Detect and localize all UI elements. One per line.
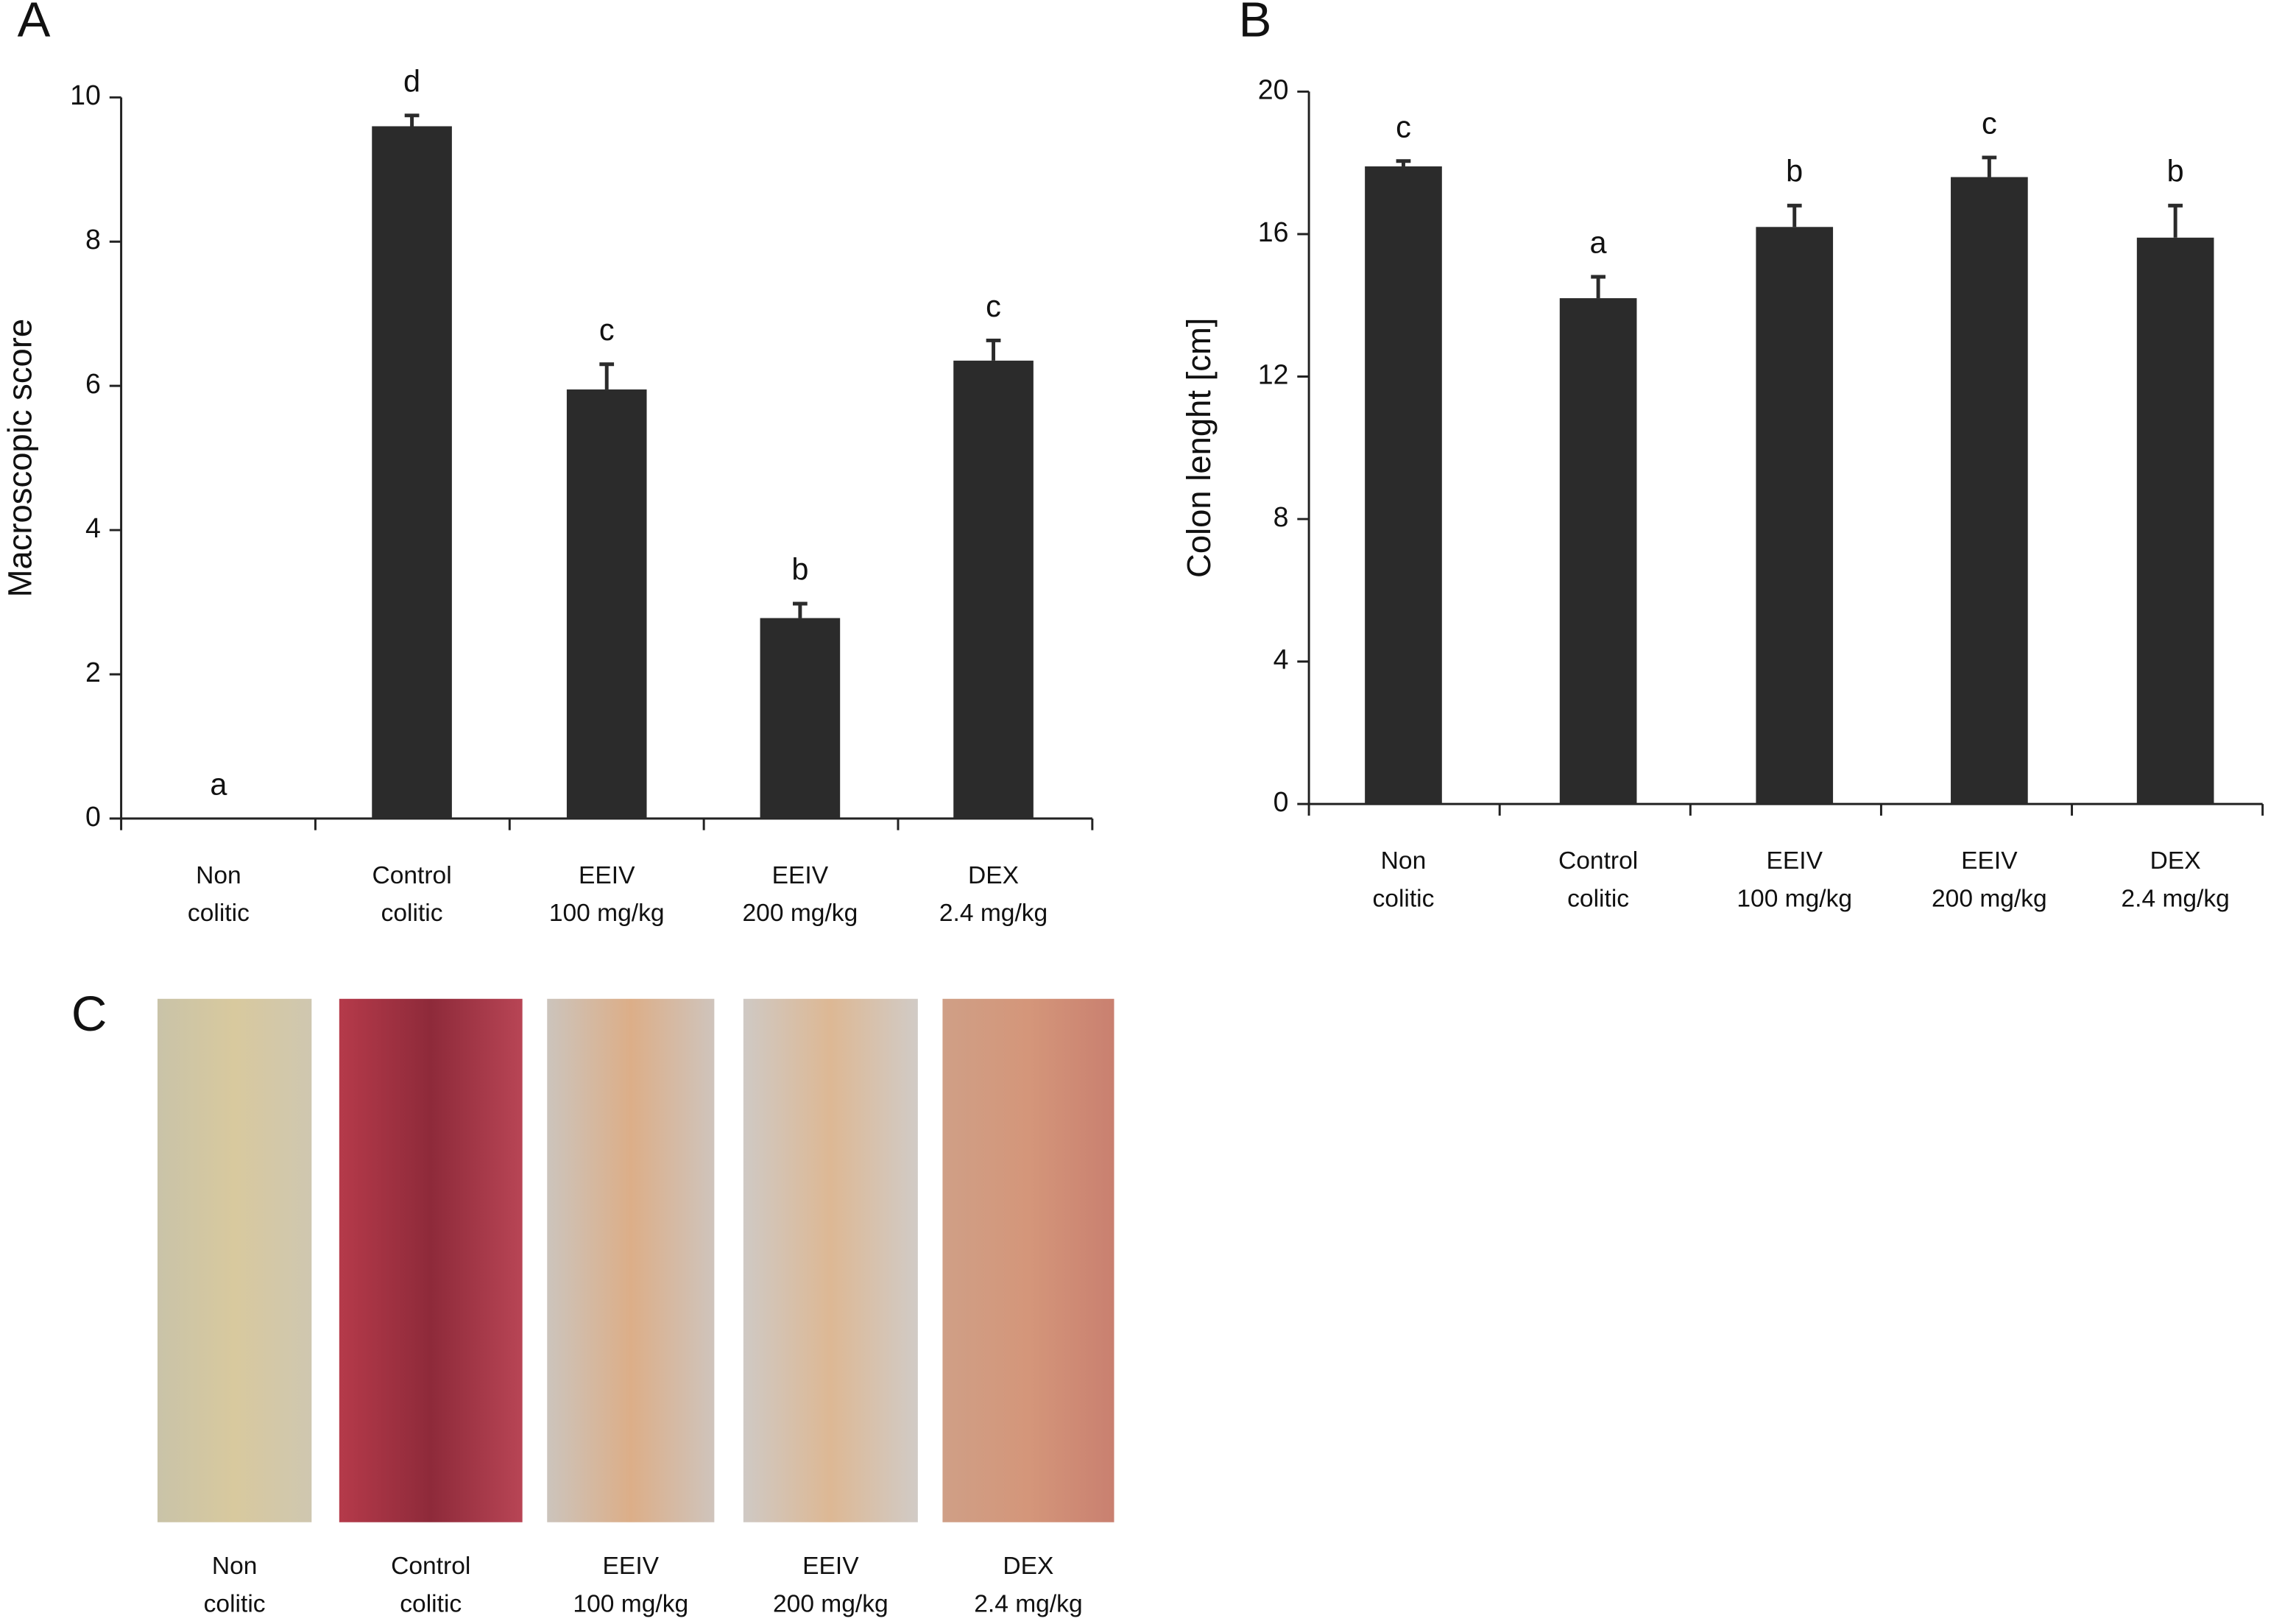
colon-photo bbox=[339, 998, 523, 1522]
significance-letter: b bbox=[1786, 154, 1803, 188]
x-tick-label: Control colitic bbox=[1558, 847, 1638, 912]
y-tick-label: 6 bbox=[85, 368, 101, 399]
photo-label: Control colitic bbox=[391, 1553, 470, 1617]
significance-letter: d bbox=[403, 63, 420, 98]
significance-letter: c bbox=[1396, 109, 1411, 144]
photo-label: DEX 2.4 mg/kg bbox=[974, 1553, 1082, 1617]
significance-letter: b bbox=[791, 551, 808, 586]
y-tick-label: 2 bbox=[85, 657, 101, 688]
x-tick-label: EEIV 200 mg/kg bbox=[1932, 847, 2047, 912]
significance-letter: b bbox=[2167, 154, 2184, 188]
panel-label: C bbox=[71, 986, 107, 1042]
panel-label: B bbox=[1239, 0, 1272, 47]
significance-letter: c bbox=[1982, 105, 1997, 140]
bar bbox=[1559, 298, 1637, 805]
y-tick-label: 10 bbox=[70, 80, 101, 110]
photo-label: Non colitic bbox=[204, 1553, 266, 1617]
x-tick-label: DEX 2.4 mg/kg bbox=[2121, 847, 2229, 912]
significance-letter: a bbox=[210, 766, 227, 801]
bar bbox=[1951, 177, 2028, 805]
y-axis-label: Macroscopic score bbox=[1, 319, 38, 598]
panel-label: A bbox=[18, 0, 51, 47]
bar bbox=[372, 126, 452, 819]
y-tick-label: 0 bbox=[1274, 786, 1289, 817]
significance-letter: c bbox=[986, 289, 1001, 323]
x-tick-label: EEIV 100 mg/kg bbox=[1737, 847, 1852, 912]
bar bbox=[1365, 166, 1442, 805]
bar bbox=[1756, 227, 1834, 805]
significance-letter: c bbox=[599, 312, 615, 347]
x-tick-label: Non colitic bbox=[188, 862, 250, 927]
x-tick-label: EEIV 200 mg/kg bbox=[743, 862, 858, 927]
significance-letter: a bbox=[1590, 225, 1608, 260]
y-tick-label: 4 bbox=[85, 512, 101, 543]
colon-photo bbox=[942, 998, 1114, 1522]
y-tick-label: 8 bbox=[1274, 501, 1289, 532]
x-tick-label: Non colitic bbox=[1373, 847, 1435, 912]
photo-label: EEIV 200 mg/kg bbox=[773, 1553, 889, 1617]
colon-photo bbox=[743, 998, 918, 1522]
bar bbox=[2136, 237, 2214, 805]
x-tick-label: Control colitic bbox=[372, 862, 451, 927]
y-axis-label: Colon lenght [cm] bbox=[1180, 318, 1218, 578]
y-tick-label: 8 bbox=[85, 224, 101, 255]
bar bbox=[566, 389, 647, 819]
x-tick-label: DEX 2.4 mg/kg bbox=[939, 862, 1048, 927]
y-tick-label: 20 bbox=[1258, 74, 1289, 105]
y-tick-label: 12 bbox=[1258, 359, 1289, 389]
bar bbox=[953, 360, 1034, 819]
bar bbox=[760, 618, 841, 819]
photo-label: EEIV 100 mg/kg bbox=[573, 1553, 688, 1617]
x-tick-label: EEIV 100 mg/kg bbox=[549, 862, 665, 927]
y-tick-label: 16 bbox=[1258, 216, 1289, 247]
y-tick-label: 0 bbox=[85, 801, 101, 832]
colon-photo bbox=[157, 998, 312, 1522]
y-tick-label: 4 bbox=[1274, 644, 1289, 675]
colon-photo bbox=[547, 998, 715, 1522]
